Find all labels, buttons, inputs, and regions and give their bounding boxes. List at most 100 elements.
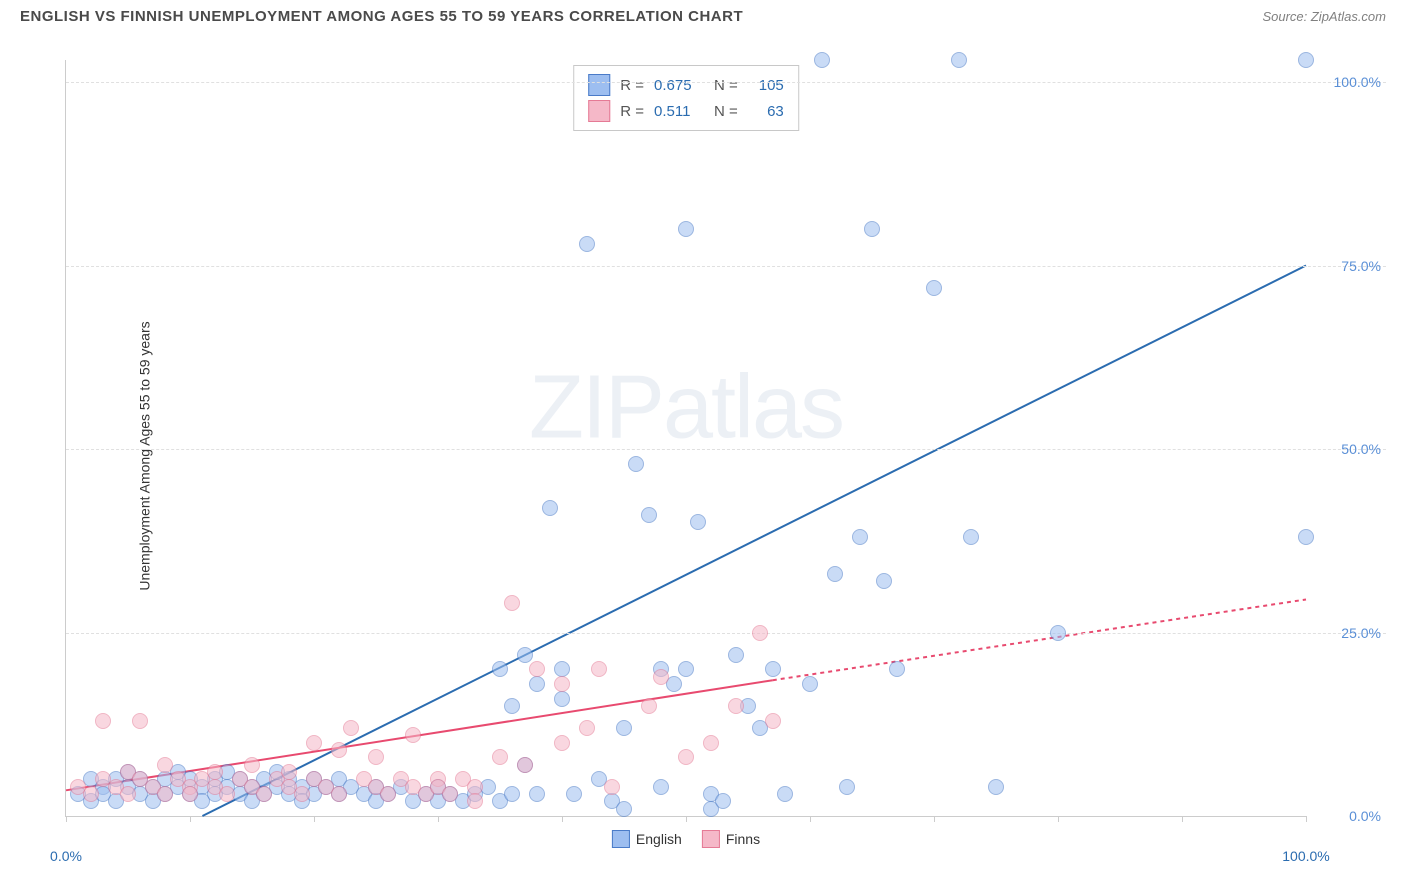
watermark: ZIPatlas — [529, 356, 843, 459]
scatter-point — [83, 786, 99, 802]
scatter-point — [442, 786, 458, 802]
scatter-point — [554, 661, 570, 677]
scatter-point — [132, 713, 148, 729]
scatter-point — [678, 221, 694, 237]
legend-n-label: N = — [714, 77, 738, 94]
scatter-point — [294, 786, 310, 802]
legend-series-item: Finns — [702, 830, 760, 848]
scatter-point — [951, 52, 967, 68]
y-tick-label: 100.0% — [1334, 74, 1381, 90]
legend-swatch — [702, 830, 720, 848]
scatter-point — [157, 757, 173, 773]
scatter-point — [852, 529, 868, 545]
x-tick — [314, 816, 315, 822]
scatter-point — [504, 698, 520, 714]
gridline-horizontal — [66, 449, 1386, 450]
scatter-point — [579, 236, 595, 252]
x-tick — [686, 816, 687, 822]
chart-container: Unemployment Among Ages 55 to 59 years Z… — [20, 40, 1386, 872]
source-attribution: Source: ZipAtlas.com — [1262, 9, 1386, 24]
scatter-point — [765, 713, 781, 729]
scatter-point — [566, 786, 582, 802]
scatter-point — [1050, 625, 1066, 641]
scatter-point — [653, 669, 669, 685]
legend-n-label: N = — [714, 103, 738, 120]
scatter-point — [616, 801, 632, 817]
x-tick — [562, 816, 563, 822]
x-tick — [1058, 816, 1059, 822]
scatter-point — [653, 779, 669, 795]
scatter-point — [467, 793, 483, 809]
gridline-horizontal — [66, 633, 1386, 634]
scatter-point — [492, 749, 508, 765]
legend-r-value: 0.675 — [654, 77, 704, 94]
scatter-point — [591, 661, 607, 677]
scatter-point — [839, 779, 855, 795]
legend-series-label: English — [636, 831, 682, 847]
scatter-point — [306, 735, 322, 751]
legend-r-label: R = — [620, 103, 644, 120]
scatter-point — [827, 566, 843, 582]
scatter-point — [95, 713, 111, 729]
scatter-point — [628, 456, 644, 472]
legend-n-value: 105 — [748, 77, 784, 94]
scatter-point — [765, 661, 781, 677]
scatter-point — [814, 52, 830, 68]
scatter-point — [517, 757, 533, 773]
scatter-point — [244, 757, 260, 773]
scatter-point — [678, 661, 694, 677]
scatter-point — [219, 786, 235, 802]
y-tick-label: 75.0% — [1341, 258, 1381, 274]
scatter-point — [604, 779, 620, 795]
plot-area: ZIPatlas R =0.675N =105R =0.511N =63 Eng… — [65, 60, 1306, 817]
legend-swatch — [612, 830, 630, 848]
scatter-point — [517, 647, 533, 663]
legend-n-value: 63 — [748, 103, 784, 120]
scatter-point — [889, 661, 905, 677]
scatter-point — [864, 221, 880, 237]
scatter-point — [579, 720, 595, 736]
x-tick — [438, 816, 439, 822]
trend-lines-layer — [66, 60, 1306, 816]
scatter-point — [492, 661, 508, 677]
y-tick-label: 50.0% — [1341, 441, 1381, 457]
legend-correlation-row: R = 0.675 N = 105 — [588, 72, 784, 98]
chart-header: ENGLISH VS FINNISH UNEMPLOYMENT AMONG AG… — [0, 0, 1406, 29]
scatter-point — [752, 625, 768, 641]
scatter-point — [504, 786, 520, 802]
scatter-point — [120, 786, 136, 802]
x-tick — [934, 816, 935, 822]
chart-title: ENGLISH VS FINNISH UNEMPLOYMENT AMONG AG… — [20, 8, 743, 25]
legend-swatch — [588, 100, 610, 122]
scatter-point — [876, 573, 892, 589]
y-tick-label: 25.0% — [1341, 625, 1381, 641]
scatter-point — [554, 735, 570, 751]
scatter-point — [331, 786, 347, 802]
gridline-horizontal — [66, 82, 1386, 83]
legend-correlation: R =0.675N =105R =0.511N =63 — [573, 65, 799, 131]
legend-r-label: R = — [620, 77, 644, 94]
x-tick — [190, 816, 191, 822]
scatter-point — [331, 742, 347, 758]
legend-series-item: English — [612, 830, 682, 848]
scatter-point — [529, 676, 545, 692]
scatter-point — [641, 507, 657, 523]
scatter-point — [703, 735, 719, 751]
scatter-point — [777, 786, 793, 802]
scatter-point — [690, 514, 706, 530]
x-tick-label: 100.0% — [1282, 848, 1329, 864]
scatter-point — [1298, 52, 1314, 68]
legend-series-label: Finns — [726, 831, 760, 847]
scatter-point — [368, 749, 384, 765]
y-tick-label: 0.0% — [1349, 808, 1381, 824]
scatter-point — [207, 764, 223, 780]
scatter-point — [554, 676, 570, 692]
scatter-point — [182, 786, 198, 802]
scatter-point — [963, 529, 979, 545]
legend-correlation-row: R =0.511N =63 — [588, 98, 784, 124]
scatter-point — [926, 280, 942, 296]
scatter-point — [343, 720, 359, 736]
x-tick-label: 0.0% — [50, 848, 82, 864]
scatter-point — [641, 698, 657, 714]
legend-swatch — [588, 74, 610, 96]
